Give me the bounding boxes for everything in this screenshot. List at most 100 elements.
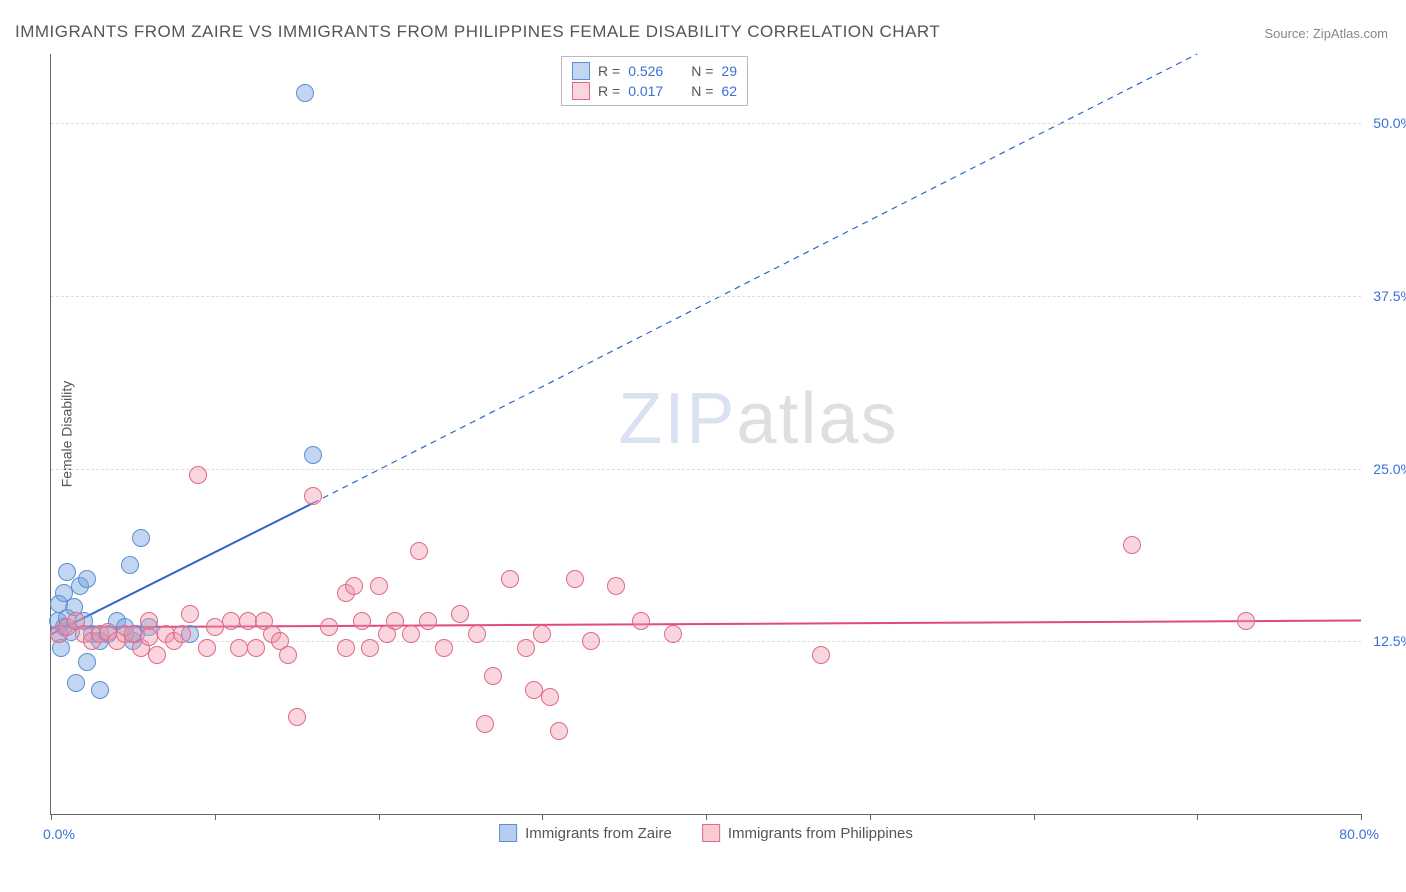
legend-r-value: 0.526 [628, 63, 663, 79]
data-point [386, 612, 404, 630]
y-tick-label: 37.5% [1373, 288, 1406, 304]
data-point [58, 563, 76, 581]
chart-title: IMMIGRANTS FROM ZAIRE VS IMMIGRANTS FROM… [15, 22, 940, 42]
data-point [239, 612, 257, 630]
data-point [664, 625, 682, 643]
y-tick-label: 12.5% [1373, 633, 1406, 649]
data-point [533, 625, 551, 643]
legend-swatch [572, 82, 590, 100]
data-point [607, 577, 625, 595]
chart-container: IMMIGRANTS FROM ZAIRE VS IMMIGRANTS FROM… [0, 0, 1406, 892]
data-point [198, 639, 216, 657]
data-point [304, 446, 322, 464]
x-axis-start-label: 0.0% [43, 826, 75, 842]
data-point [353, 612, 371, 630]
data-point [370, 577, 388, 595]
data-point [121, 556, 139, 574]
data-point [304, 487, 322, 505]
data-point [148, 646, 166, 664]
data-point [361, 639, 379, 657]
legend-n-label: N = [691, 63, 713, 79]
legend-row: R = 0.526 N = 29 [572, 61, 737, 81]
data-point [550, 722, 568, 740]
data-point [288, 708, 306, 726]
data-point [78, 653, 96, 671]
series-legend: Immigrants from Zaire Immigrants from Phi… [499, 824, 913, 842]
data-point [525, 681, 543, 699]
x-tick [1361, 814, 1362, 820]
y-tick-label: 25.0% [1373, 461, 1406, 477]
legend-swatch [499, 824, 517, 842]
watermark-zip: ZIP [618, 379, 736, 459]
data-point [402, 625, 420, 643]
legend-n-value: 29 [721, 63, 737, 79]
data-point [345, 577, 363, 595]
data-point [320, 618, 338, 636]
data-point [67, 674, 85, 692]
data-point [279, 646, 297, 664]
data-point [78, 570, 96, 588]
data-point [222, 612, 240, 630]
data-point [296, 84, 314, 102]
data-point [181, 605, 199, 623]
data-point [91, 681, 109, 699]
legend-row: R = 0.017 N = 62 [572, 81, 737, 101]
data-point [517, 639, 535, 657]
x-tick [870, 814, 871, 820]
x-tick [1197, 814, 1198, 820]
source-label: Source: ZipAtlas.com [1264, 26, 1388, 41]
data-point [468, 625, 486, 643]
y-axis-label: Female Disability [58, 381, 74, 488]
data-point [1123, 536, 1141, 554]
series-legend-label: Immigrants from Zaire [525, 825, 672, 842]
data-point [632, 612, 650, 630]
data-point [189, 466, 207, 484]
legend-swatch [702, 824, 720, 842]
legend-r-label: R = [598, 63, 620, 79]
x-tick [51, 814, 52, 820]
x-tick [379, 814, 380, 820]
x-tick [215, 814, 216, 820]
data-point [132, 529, 150, 547]
data-point [140, 612, 158, 630]
data-point [337, 639, 355, 657]
legend-n-label: N = [691, 83, 713, 99]
watermark: ZIPatlas [618, 378, 898, 460]
data-point [410, 542, 428, 560]
data-point [1237, 612, 1255, 630]
x-tick [706, 814, 707, 820]
gridline [51, 469, 1361, 470]
data-point [173, 625, 191, 643]
data-point [435, 639, 453, 657]
x-tick [542, 814, 543, 820]
data-point [582, 632, 600, 650]
regression-lines [51, 54, 1361, 814]
data-point [451, 605, 469, 623]
data-point [541, 688, 559, 706]
data-point [501, 570, 519, 588]
data-point [140, 628, 158, 646]
gridline [51, 123, 1361, 124]
gridline [51, 296, 1361, 297]
data-point [566, 570, 584, 588]
data-point [206, 618, 224, 636]
legend-n-value: 62 [721, 83, 737, 99]
legend-r-label: R = [598, 83, 620, 99]
watermark-atlas: atlas [736, 379, 898, 459]
data-point [476, 715, 494, 733]
series-legend-item: Immigrants from Zaire [499, 824, 672, 842]
series-legend-label: Immigrants from Philippines [728, 825, 913, 842]
legend-swatch [572, 62, 590, 80]
y-tick-label: 50.0% [1373, 115, 1406, 131]
series-legend-item: Immigrants from Philippines [702, 824, 913, 842]
x-tick [1034, 814, 1035, 820]
correlation-legend: R = 0.526 N = 29 R = 0.017 N = 62 [561, 56, 748, 106]
plot-area: Female Disability ZIPatlas R = 0.526 N = 29… [50, 54, 1361, 815]
data-point [484, 667, 502, 685]
data-point [230, 639, 248, 657]
legend-r-value: 0.017 [628, 83, 663, 99]
x-axis-end-label: 80.0% [1339, 826, 1379, 842]
data-point [247, 639, 265, 657]
data-point [55, 584, 73, 602]
data-point [812, 646, 830, 664]
